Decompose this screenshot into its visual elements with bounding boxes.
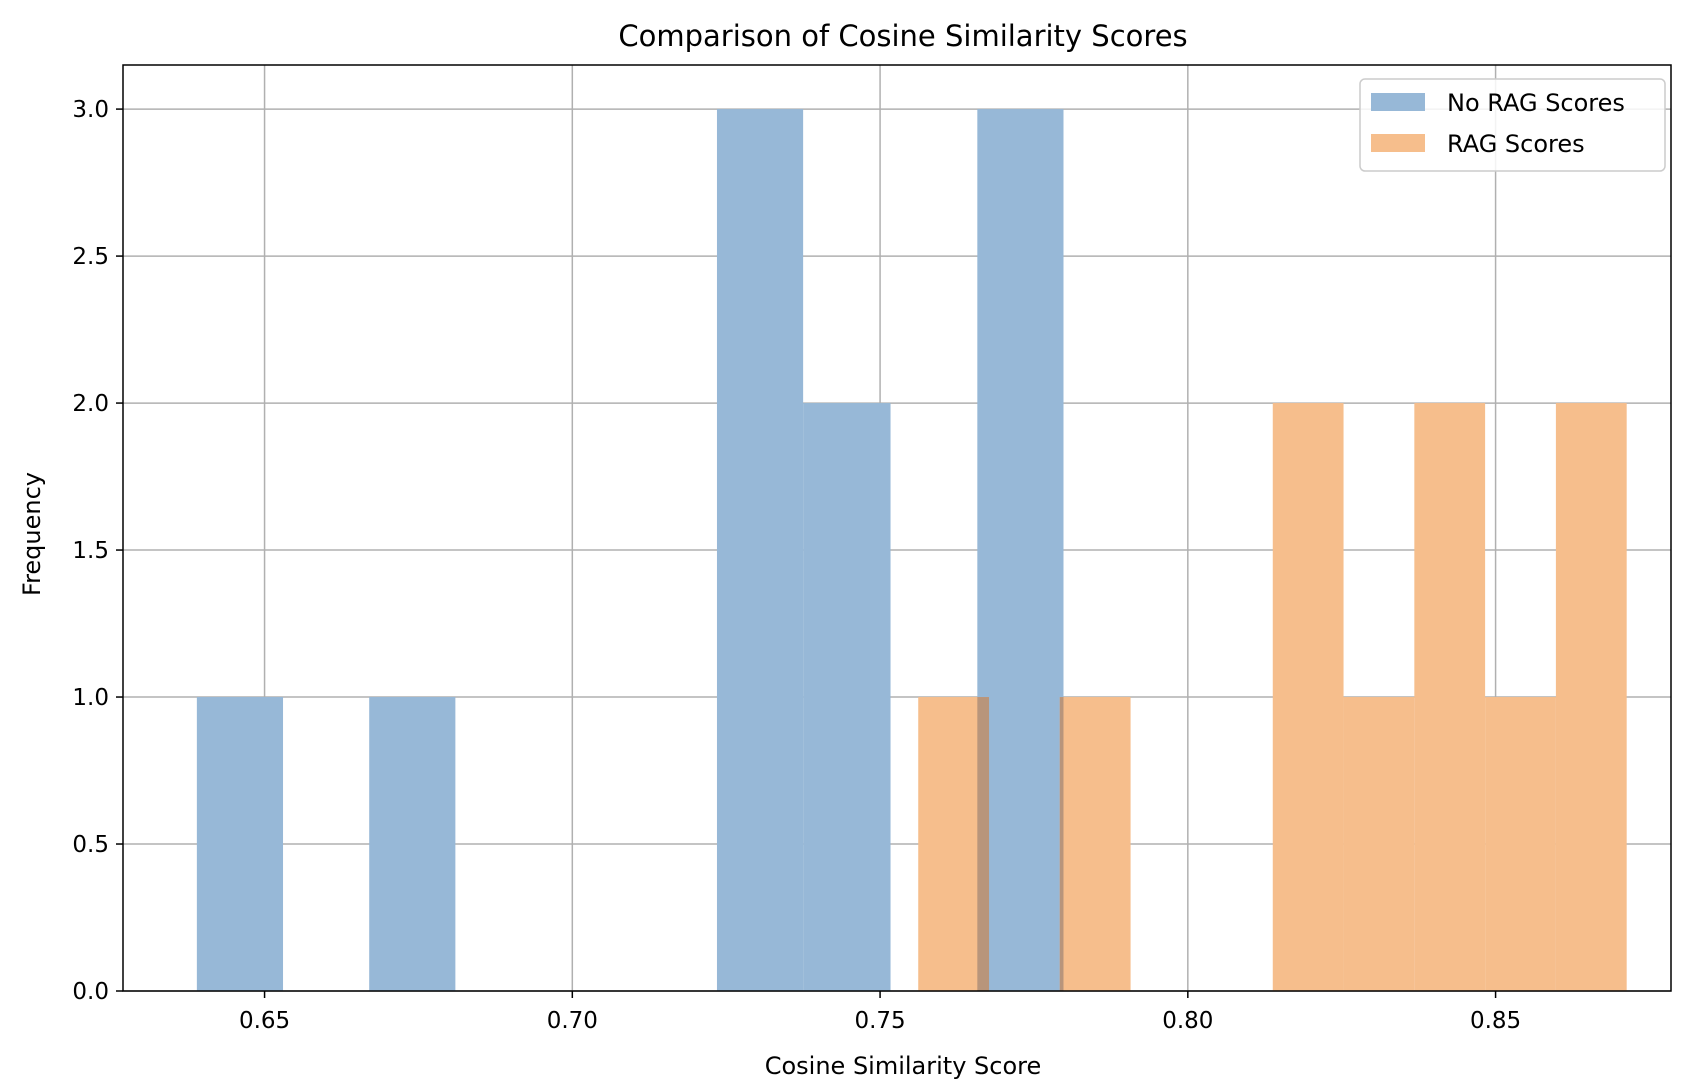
- legend-swatch-no-rag: [1371, 93, 1425, 111]
- series-rag-bars: [918, 403, 1627, 992]
- x-axis: 0.65 0.70 0.75 0.80 0.85: [239, 991, 1521, 1034]
- bar-rag-4: [1414, 403, 1486, 992]
- bar-rag-3: [1343, 697, 1415, 991]
- y-tick-label-5: 2.5: [72, 244, 109, 270]
- chart-title: Comparison of Cosine Similarity Scores: [618, 19, 1187, 53]
- bar-rag-6: [1555, 403, 1627, 992]
- bar-rag-5: [1485, 697, 1556, 991]
- y-tick-label-3: 1.5: [72, 538, 109, 564]
- x-tick-label-1: 0.70: [547, 1008, 598, 1034]
- y-axis-title: Frequency: [18, 472, 46, 596]
- overlap-bar-0: [977, 697, 990, 991]
- bar-no-rag-4: [977, 109, 1064, 992]
- y-tick-label-4: 2.0: [72, 391, 109, 417]
- legend: No RAG Scores RAG Scores: [1359, 78, 1666, 172]
- x-tick-label-4: 0.85: [1470, 1008, 1521, 1034]
- legend-label-no-rag: No RAG Scores: [1447, 89, 1625, 117]
- overlap-bar-1: [1059, 697, 1064, 991]
- y-tick-label-1: 0.5: [72, 832, 109, 858]
- bar-no-rag-2: [716, 109, 804, 992]
- overlap-bars: [977, 697, 1064, 991]
- bar-no-rag-0: [196, 697, 284, 991]
- x-tick-label-3: 0.80: [1162, 1008, 1213, 1034]
- y-axis: 0.0 0.5 1.0 1.5 2.0 2.5 3.0: [72, 97, 123, 1005]
- bar-rag-2: [1272, 403, 1344, 992]
- legend-label-rag: RAG Scores: [1447, 130, 1585, 158]
- x-tick-label-2: 0.75: [854, 1008, 905, 1034]
- bar-no-rag-3: [803, 403, 891, 992]
- series-no-rag-bars: [196, 109, 1064, 992]
- x-axis-title: Cosine Similarity Score: [765, 1052, 1042, 1080]
- y-tick-label-2: 1.0: [72, 685, 109, 711]
- bar-no-rag-1: [369, 697, 456, 991]
- x-tick-label-0: 0.65: [239, 1008, 290, 1034]
- y-tick-label-6: 3.0: [72, 97, 109, 123]
- legend-box: [1359, 78, 1666, 172]
- bar-rag-1: [1059, 697, 1131, 991]
- y-tick-label-0: 0.0: [72, 979, 109, 1005]
- legend-swatch-rag: [1371, 134, 1425, 152]
- bar-rag-0: [918, 697, 990, 991]
- plot-frame: [122, 64, 1672, 992]
